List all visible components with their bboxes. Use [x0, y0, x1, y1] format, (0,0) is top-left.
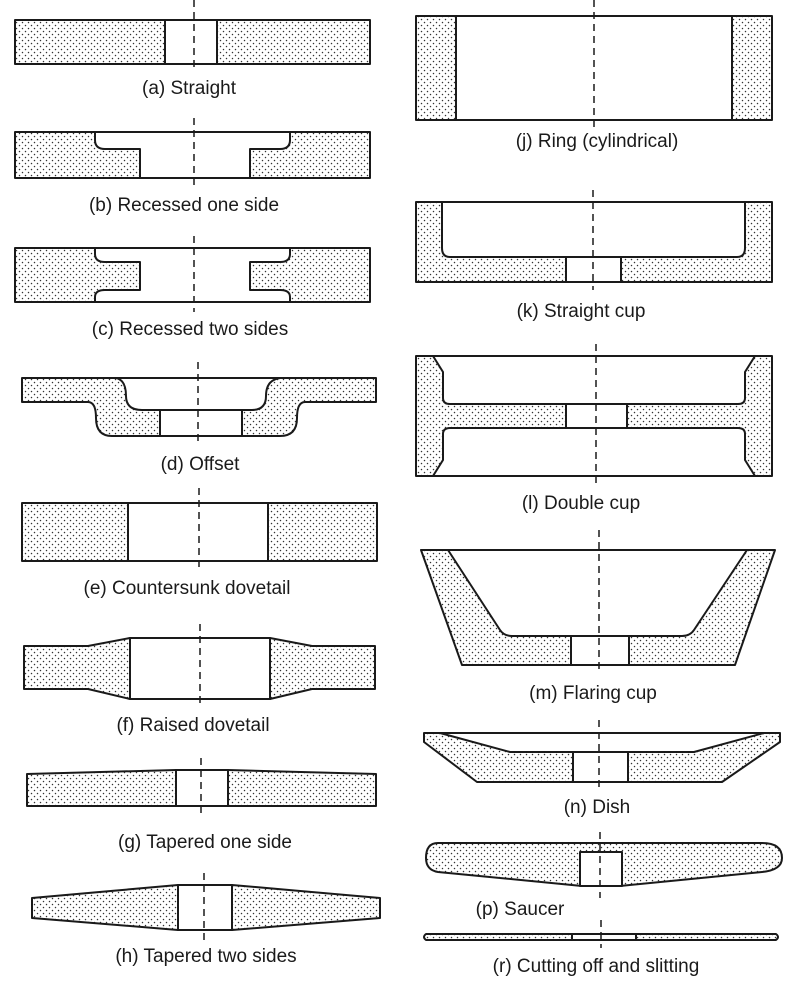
caption-saucer: (p) Saucer	[476, 899, 565, 920]
wheel-tapered-one-side: (g) Tapered one side	[26, 758, 377, 853]
caption-straight-cup: (k) Straight cup	[517, 301, 646, 322]
wheel-raised-dovetail: (f) Raised dovetail	[23, 624, 376, 736]
caption-countersunk-dovetail: (e) Countersunk dovetail	[84, 578, 291, 599]
wheel-cutting-off-and-slitting: (r) Cutting off and slitting	[423, 920, 779, 977]
wheel-straight-cup: (k) Straight cup	[415, 190, 773, 322]
wheel-countersunk-dovetail: (e) Countersunk dovetail	[21, 488, 378, 599]
wheel-double-cup: (l) Double cup	[415, 344, 773, 514]
caption-raised-dovetail: (f) Raised dovetail	[116, 715, 269, 736]
wheel-ring-cylindrical: (j) Ring (cylindrical)	[415, 0, 773, 152]
caption-tapered-one-side: (g) Tapered one side	[118, 832, 292, 853]
wheel-straight: (a) Straight	[14, 0, 371, 99]
caption-recessed-two-sides: (c) Recessed two sides	[92, 319, 288, 340]
caption-dish: (n) Dish	[564, 797, 631, 818]
caption-ring-cylindrical: (j) Ring (cylindrical)	[516, 131, 679, 152]
wheel-offset: (d) Offset	[21, 362, 377, 475]
caption-tapered-two-sides: (h) Tapered two sides	[115, 946, 296, 967]
caption-double-cup: (l) Double cup	[522, 493, 640, 514]
wheel-recessed-one-side: (b) Recessed one side	[14, 118, 371, 216]
wheel-dish: (n) Dish	[423, 720, 781, 818]
wheel-flaring-cup: (m) Flaring cup	[420, 530, 776, 704]
caption-offset: (d) Offset	[161, 454, 241, 475]
wheel-recessed-two-sides: (c) Recessed two sides	[14, 236, 371, 340]
caption-cutting-off-and-slitting: (r) Cutting off and slitting	[493, 956, 700, 977]
caption-flaring-cup: (m) Flaring cup	[529, 683, 657, 704]
caption-straight: (a) Straight	[142, 78, 237, 99]
wheel-saucer: (p) Saucer	[425, 832, 783, 920]
wheel-tapered-two-sides: (h) Tapered two sides	[31, 873, 381, 967]
caption-recessed-one-side: (b) Recessed one side	[89, 195, 279, 216]
